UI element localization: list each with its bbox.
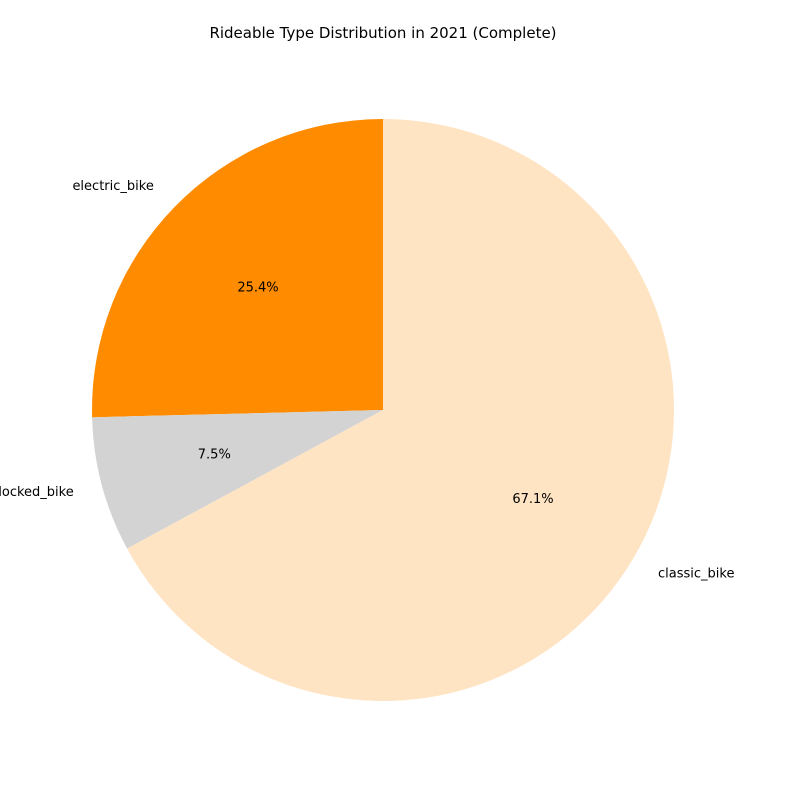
pie-slice-docked-bike <box>92 410 383 549</box>
pie-labels: electric_bike 25.4% docked_bike 7.5% classic… <box>0 179 734 581</box>
slice-label-docked-bike: docked_bike <box>0 485 74 500</box>
pie-slice-electric-bike <box>91 119 383 418</box>
pie-slice-classic-bike <box>127 119 674 701</box>
pie-slices <box>91 119 674 701</box>
slice-label-electric-bike: electric_bike <box>72 179 153 194</box>
slice-percent-electric-bike: 25.4% <box>237 281 278 296</box>
slice-label-classic-bike: classic_bike <box>658 566 734 581</box>
chart-title: Rideable Type Distribution in 2021 (Comp… <box>209 24 556 42</box>
slice-percent-classic-bike: 67.1% <box>512 492 553 507</box>
slice-percent-docked-bike: 7.5% <box>198 448 231 463</box>
